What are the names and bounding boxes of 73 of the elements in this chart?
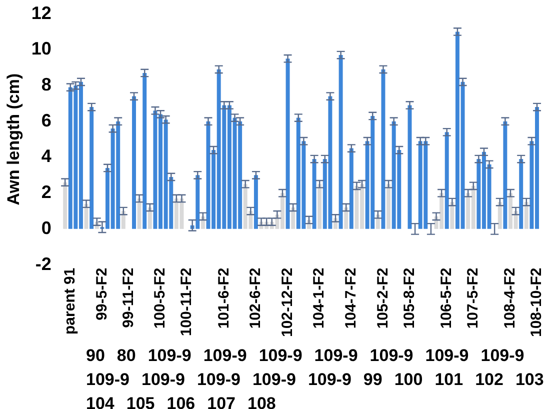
x-tick-label: parent 91 xyxy=(62,268,79,334)
bar xyxy=(503,121,508,229)
text: 105 xyxy=(126,394,155,409)
bar xyxy=(137,198,142,229)
x-tick-label: 101-6-F2 xyxy=(215,268,232,329)
text: 103 xyxy=(515,370,544,390)
y-tick-label: 10 xyxy=(31,38,52,59)
text: 109-9 xyxy=(252,370,296,390)
y-tick-label: -2 xyxy=(35,254,52,274)
bar xyxy=(142,72,147,229)
bar xyxy=(450,202,454,229)
bar xyxy=(524,202,528,229)
bar xyxy=(318,184,322,229)
x-tick-label: 105-8-F2 xyxy=(400,268,418,329)
text: 109-9 xyxy=(314,346,358,366)
bar xyxy=(148,207,152,229)
bar xyxy=(498,202,502,229)
y-tick-label: 2 xyxy=(41,182,52,202)
text: 109-9 xyxy=(141,370,185,390)
x-tick-label: 108-4-F2 xyxy=(502,268,519,329)
y-tick-label: 0 xyxy=(41,218,52,238)
bar xyxy=(254,175,258,229)
text: 109-9 xyxy=(86,370,130,390)
x-tick-label: 105-2-F2 xyxy=(374,268,392,329)
text: 109-9 xyxy=(370,346,414,366)
text: 109-9 xyxy=(258,346,302,366)
x-tick-label: 107-5-F2 xyxy=(464,268,482,329)
text: 104 xyxy=(86,394,114,409)
y-tick-label: 4 xyxy=(41,146,52,166)
text: 102 xyxy=(475,370,504,390)
x-tick-label: 99-11-F2 xyxy=(120,268,137,328)
y-tick-label: 6 xyxy=(41,110,52,130)
bar xyxy=(121,211,126,229)
x-tick-label: 104-1-F2 xyxy=(310,268,328,329)
bar xyxy=(386,184,391,229)
bar xyxy=(338,55,343,229)
text: 80 xyxy=(116,346,136,366)
x-tick-label: 104-7-F2 xyxy=(342,268,360,329)
y-tick-label: 8 xyxy=(41,74,52,94)
text: 100 xyxy=(394,370,423,390)
bar xyxy=(344,207,348,229)
bar xyxy=(132,96,136,229)
text: 109-9 xyxy=(480,346,524,366)
bar xyxy=(381,69,386,229)
y-tick-label: 12 xyxy=(31,2,52,23)
bar xyxy=(90,107,94,229)
x-tick-label: 108-10-F2 xyxy=(528,268,546,338)
bar xyxy=(444,132,449,229)
text: 109-9 xyxy=(196,370,240,390)
x-tick-label: 100-5-F2 xyxy=(152,268,169,329)
bar xyxy=(63,182,68,229)
bar xyxy=(286,58,290,229)
y-axis-title: Awn length (cm) xyxy=(4,73,23,206)
text: 99 xyxy=(363,370,382,390)
bar xyxy=(349,148,354,229)
x-tick-label: 106-5-F2 xyxy=(438,268,455,329)
text: 109-9 xyxy=(425,346,469,366)
text: 90 xyxy=(86,346,105,366)
text: 109-9 xyxy=(308,370,352,390)
x-tick-label: 102-6-F2 xyxy=(247,268,264,329)
text: 101 xyxy=(434,370,464,390)
x-tick-label: 99-5-F2 xyxy=(93,268,110,320)
x-tick-label: 100-11-F2 xyxy=(178,268,196,336)
text: 109-9 xyxy=(203,346,247,366)
bar xyxy=(291,207,296,229)
bar xyxy=(312,159,316,229)
text: 109-9 xyxy=(148,346,192,366)
text: 107 xyxy=(207,394,236,409)
text: 106 xyxy=(166,394,196,409)
bar xyxy=(519,159,524,229)
bar xyxy=(84,204,88,229)
x-tick-label: 102-12-F2 xyxy=(278,268,296,338)
text: 108 xyxy=(248,394,276,409)
